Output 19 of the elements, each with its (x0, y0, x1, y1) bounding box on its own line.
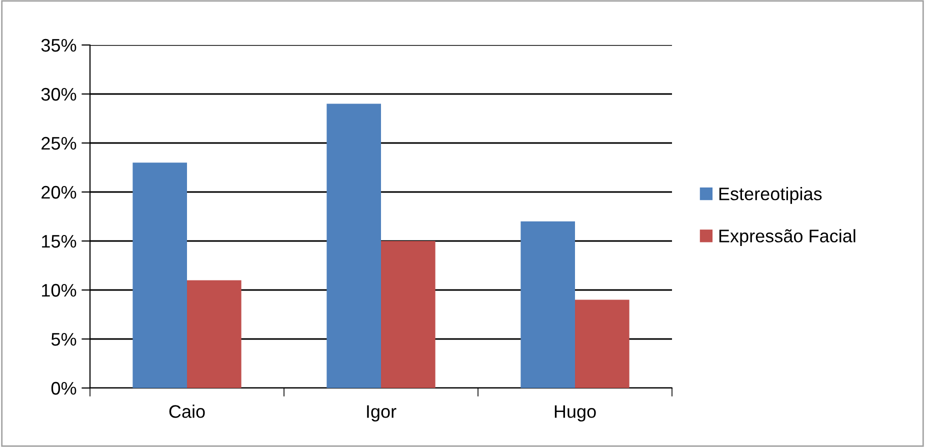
bar (326, 104, 381, 388)
y-tick-label: 35% (41, 38, 76, 52)
y-tick-label: 20% (42, 186, 76, 199)
legend-label: Estereotipias (719, 187, 822, 204)
bar (575, 300, 630, 388)
y-tick-label: 30% (41, 88, 76, 101)
y-tick-label: 25% (42, 136, 76, 150)
bar (132, 162, 187, 388)
y-tick-label: 15% (42, 235, 76, 248)
y-tick-label: 10% (42, 284, 76, 297)
bar (520, 221, 575, 388)
y-tick-label: 0% (51, 382, 76, 395)
legend-label: Expressão Facial (719, 229, 856, 246)
y-tick-label: 5% (51, 333, 76, 346)
x-tick-label: Caio (169, 404, 205, 418)
x-tick-label: Hugo (554, 405, 596, 422)
x-tick-label: Igor (367, 405, 396, 422)
bar (187, 280, 242, 388)
bar (381, 241, 436, 388)
